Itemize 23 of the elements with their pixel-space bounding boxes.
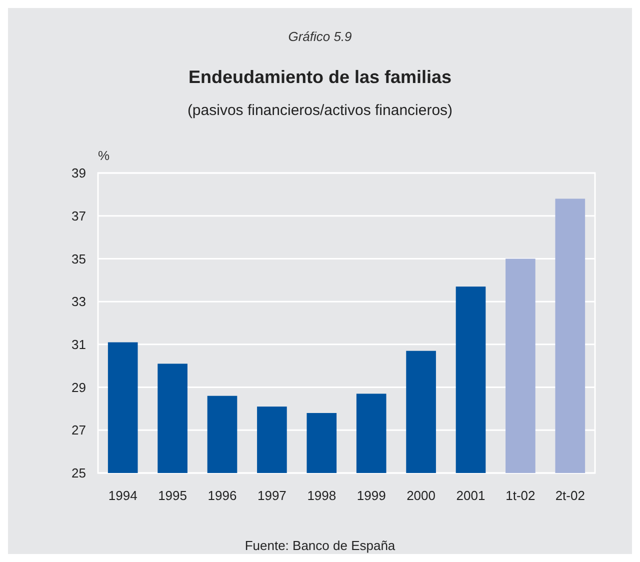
y-tick-label: 31 [72,336,86,352]
x-tick-label: 2000 [406,488,436,503]
x-tick-label: 1999 [356,488,386,503]
x-tick-label: 1995 [158,488,188,503]
chart-title: Endeudamiento de las familias [188,67,452,87]
text: Gráfico 5.9 [288,29,352,44]
x-tick-label: 1998 [307,488,336,503]
chart-subtitle: (pasivos financieros/activos financieros) [187,102,453,119]
x-tick-label: 1996 [208,488,237,503]
y-tick-label: 29 [72,380,86,395]
x-tick-label: 2t-02 [555,488,585,503]
y-tick-label: 39 [72,166,86,181]
x-tick-label: 1997 [257,488,286,503]
y-tick-label: 35 [72,251,86,266]
x-tick-label: 1t-02 [506,488,536,503]
x-tick-label: 1994 [108,488,138,503]
source-note: Fuente: Banco de España [244,538,396,553]
y-tick-label: 33 [72,294,86,310]
y-axis-title: % [98,148,110,163]
y-tick-label: 25 [72,466,86,481]
y-tick-label: 27 [72,422,86,438]
x-tick-label: 2001 [456,488,486,503]
y-tick-label: 37 [72,208,86,224]
